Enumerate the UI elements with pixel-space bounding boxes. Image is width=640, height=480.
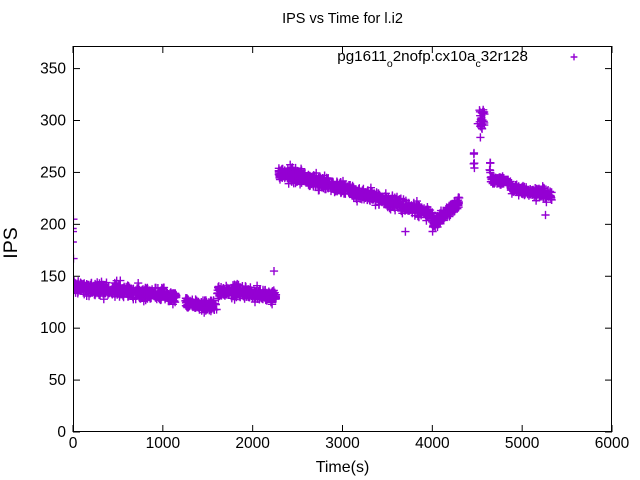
- svg-text:6000: 6000: [595, 435, 630, 452]
- svg-text:100: 100: [40, 320, 66, 337]
- svg-text:IPS vs Time for l.i2: IPS vs Time for l.i2: [282, 11, 403, 27]
- svg-text:250: 250: [40, 164, 66, 181]
- svg-text:350: 350: [40, 61, 66, 78]
- svg-text:0: 0: [69, 435, 78, 452]
- svg-text:4000: 4000: [415, 435, 450, 452]
- svg-text:0: 0: [57, 424, 66, 441]
- svg-text:150: 150: [40, 268, 66, 285]
- svg-text:5000: 5000: [505, 435, 540, 452]
- svg-text:200: 200: [40, 216, 66, 233]
- svg-text:1000: 1000: [146, 435, 181, 452]
- svg-text:50: 50: [49, 372, 67, 389]
- svg-text:IPS: IPS: [0, 227, 22, 258]
- svg-text:300: 300: [40, 113, 66, 130]
- svg-text:Time(s): Time(s): [316, 459, 370, 476]
- svg-text:3000: 3000: [325, 435, 360, 452]
- svg-text:2000: 2000: [235, 435, 270, 452]
